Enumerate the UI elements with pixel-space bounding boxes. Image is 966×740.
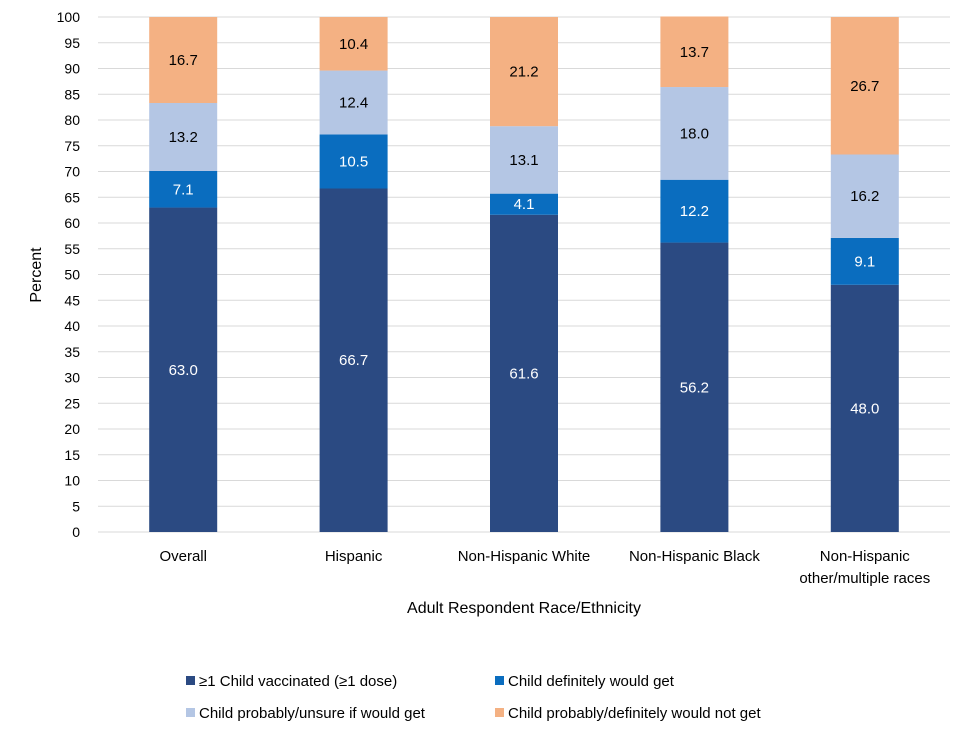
bar-segment-s1-c2 [490,193,558,215]
x-tick-label: other/multiple races [799,570,930,587]
data-label: 13.1 [509,152,538,169]
bar-segment-s0-c2 [490,214,558,532]
data-label: 4.1 [514,196,535,213]
x-tick-label: Non-Hispanic Black [629,548,760,565]
legend-swatch [495,676,504,685]
bar-segment-s2-c4 [830,154,899,238]
legend-label: Child definitely would get [508,673,675,690]
y-tick-label: 55 [64,241,80,257]
bar-segment-s2-c1 [319,70,388,135]
x-tick-label: Overall [159,548,207,565]
data-label: 63.0 [169,362,198,379]
data-label: 13.2 [169,129,198,146]
data-label: 13.7 [680,44,709,61]
bar-segment-s3-c3 [660,16,729,88]
y-tick-label: 35 [64,344,80,360]
data-label: 56.2 [680,379,709,396]
y-tick-label: 20 [64,421,80,437]
data-label: 12.2 [680,203,709,220]
bar-segment-s1-c4 [830,237,899,285]
y-tick-label: 85 [64,86,80,102]
y-tick-label: 75 [64,138,80,154]
y-tick-label: 25 [64,395,80,411]
data-label: 21.2 [509,64,538,81]
bar-segment-s0-c3 [660,242,729,532]
x-axis-title: Adult Respondent Race/Ethnicity [407,600,641,617]
bar-segment-s3-c4 [830,17,899,155]
data-label: 9.1 [854,253,875,270]
legend-label: Child probably/unsure if would get [199,705,426,722]
bar-segment-s2-c2 [490,126,558,194]
data-label: 12.4 [339,94,368,111]
data-label: 48.0 [850,400,879,417]
y-tick-label: 15 [64,447,80,463]
legend-label: Child probably/definitely would not get [508,705,761,722]
bar-segment-s3-c1 [319,17,388,71]
bars: 63.0 7.1 13.2 16.7 66.7 10.5 12.4 10.4 61.6 4.1 13… [149,16,899,533]
bar-segment-s0-c0 [149,207,218,533]
data-label: 18.0 [680,125,709,142]
legend: ≥1 Child vaccinated (≥1 dose) Child defin… [186,673,761,722]
legend-swatch [186,708,195,717]
y-tick-label: 50 [64,267,80,283]
data-label: 61.6 [509,365,538,382]
data-label: 66.7 [339,352,368,369]
y-tick-label: 95 [64,35,80,51]
y-tick-label: 65 [64,189,80,205]
legend-label: ≥1 Child vaccinated (≥1 dose) [199,673,397,690]
legend-swatch [495,708,504,717]
bar-segment-s0-c1 [319,188,388,532]
bar-segment-s1-c0 [149,170,218,208]
data-label: 16.2 [850,188,879,205]
bar-segment-s1-c1 [319,134,388,189]
y-axis-tick-labels: 0 5 10 15 20 25 30 35 40 45 50 55 60 65 70 75 80 85 90 95 10… [57,9,81,540]
y-tick-label: 30 [64,370,80,386]
y-tick-label: 45 [64,292,80,308]
bar-segment-s2-c3 [660,87,729,180]
y-tick-label: 70 [64,164,80,180]
y-tick-label: 40 [64,318,80,334]
y-tick-label: 90 [64,61,80,77]
y-tick-label: 100 [57,9,81,25]
data-label: 7.1 [173,181,194,198]
x-tick-label: Hispanic [325,548,383,565]
y-tick-label: 60 [64,215,80,231]
bar-segment-s2-c0 [149,103,218,171]
bar-segment-s3-c0 [149,17,218,104]
x-tick-label: Non-Hispanic White [458,548,591,565]
legend-swatch [186,676,195,685]
data-label: 10.5 [339,153,368,170]
y-tick-label: 0 [72,524,80,540]
y-tick-label: 80 [64,112,80,128]
data-label: 26.7 [850,78,879,95]
bar-segment-s0-c4 [830,284,899,532]
data-label: 16.7 [169,52,198,69]
bar-segment-s1-c3 [660,179,729,243]
data-label: 10.4 [339,36,368,53]
x-tick-label: Non-Hispanic [820,548,911,565]
y-tick-label: 10 [64,473,80,489]
bar-segment-s3-c2 [490,17,558,127]
y-axis-title: Percent [28,247,45,303]
x-axis-category-labels: Overall Hispanic Non-Hispanic White Non-His… [159,548,930,587]
y-tick-label: 5 [72,498,80,514]
